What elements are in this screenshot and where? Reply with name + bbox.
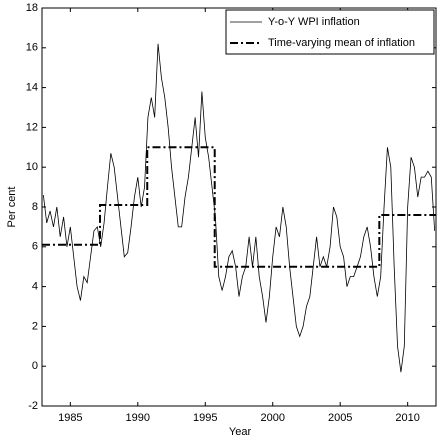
y-tick-label: 0: [32, 360, 38, 372]
y-tick-label: 18: [26, 2, 38, 14]
y-tick-label: 10: [26, 161, 38, 173]
y-tick-label: 16: [26, 42, 38, 54]
y-tick-label: 4: [32, 281, 38, 293]
plot-area: [41, 7, 437, 407]
series-line: [42, 43, 436, 373]
y-tick-label: 12: [26, 121, 38, 133]
y-tick-label: -2: [28, 400, 38, 412]
y-tick-label: 2: [32, 320, 38, 332]
y-tick-label: 14: [26, 82, 38, 94]
legend-box: [225, 9, 435, 55]
x-tick-label: 1985: [58, 412, 82, 424]
series-line: [42, 146, 436, 268]
legend-label: Y-o-Y WPI inflation: [268, 16, 360, 28]
x-tick-label: 1995: [193, 412, 217, 424]
x-tick-label: 2005: [328, 412, 352, 424]
x-tick-label: 2010: [395, 412, 419, 424]
y-axis-label: Per cent: [6, 187, 18, 228]
x-tick-label: 2000: [260, 412, 284, 424]
y-tick-label: 8: [32, 201, 38, 213]
y-tick-label: 6: [32, 241, 38, 253]
x-axis-label: Year: [229, 426, 252, 438]
legend-label: Time-varying mean of inflation: [268, 37, 415, 49]
x-tick-label: 1990: [126, 412, 150, 424]
